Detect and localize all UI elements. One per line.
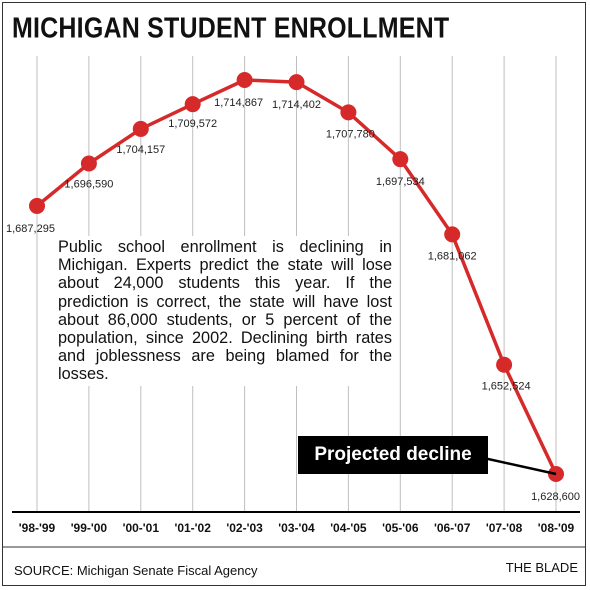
x-tick-label: '98-'99 [19, 521, 56, 535]
value-label: 1,652,524 [482, 381, 531, 393]
publisher-credit: THE BLADE [505, 560, 578, 575]
data-point [29, 197, 45, 214]
series-line-group [29, 72, 564, 482]
chart-title: MICHIGAN STUDENT ENROLLMENT [12, 12, 450, 45]
value-label: 1,687,295 [6, 223, 55, 235]
data-point [236, 72, 253, 88]
x-tick-label: '08-'09 [538, 521, 575, 535]
projected-decline-callout: Projected decline [298, 436, 488, 474]
value-label: 1,696,590 [64, 178, 113, 190]
value-label: 1,714,402 [272, 99, 321, 111]
x-tick-label: '07-'08 [486, 521, 523, 535]
source-credit: SOURCE: Michigan Senate Fiscal Agency [14, 563, 258, 578]
data-point [340, 104, 357, 121]
value-label: 1,697,534 [376, 176, 425, 188]
x-tick-label: '03-'04 [278, 521, 315, 535]
data-point [392, 151, 409, 168]
data-point [184, 96, 201, 113]
x-tick-label: '99-'00 [71, 521, 108, 535]
x-tick-label: '05-'06 [382, 521, 419, 535]
value-label: 1,714,867 [214, 97, 263, 109]
value-label: 1,681,062 [428, 250, 477, 262]
data-point [132, 120, 149, 137]
value-label: 1,628,600 [531, 491, 580, 503]
x-tick-label: '01-'02 [174, 521, 211, 535]
x-tick-label: '00-'01 [123, 521, 160, 535]
data-point [288, 74, 305, 91]
data-point [444, 226, 461, 243]
x-tick-labels: '98-'99 '99-'00 '00-'01 '01-'02 '02-'03 '03-'… [19, 521, 575, 535]
data-point [496, 356, 513, 373]
x-tick-label: '02-'03 [226, 521, 263, 535]
value-label: 1,709,572 [168, 118, 217, 130]
x-tick-label: '06-'07 [434, 521, 471, 535]
value-labels: 1,687,295 1,696,590 1,704,157 1,709,572 1,71… [6, 97, 580, 503]
explanatory-note: Public school enrollment is declining in… [58, 236, 392, 386]
value-label: 1,707,780 [326, 128, 375, 140]
x-tick-label: '04-'05 [330, 521, 367, 535]
value-label: 1,704,157 [116, 144, 165, 156]
data-point [80, 155, 97, 172]
